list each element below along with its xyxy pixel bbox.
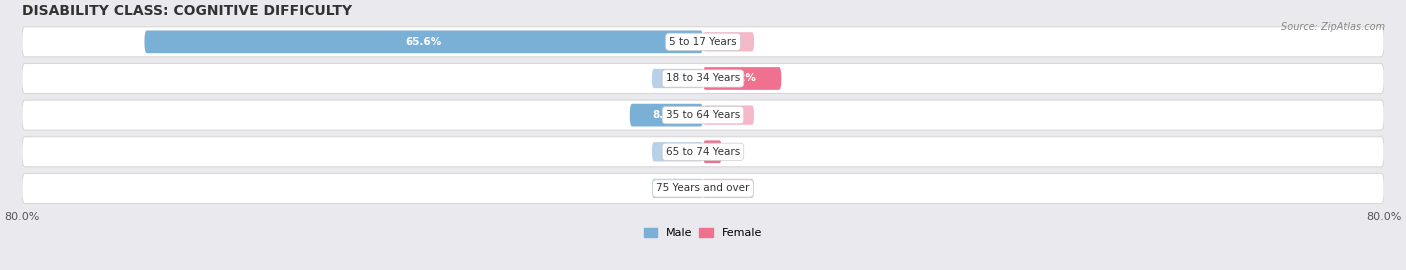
- Text: 65.6%: 65.6%: [405, 37, 441, 47]
- Text: 0.0%: 0.0%: [672, 73, 699, 83]
- FancyBboxPatch shape: [652, 142, 703, 161]
- Text: 35 to 64 Years: 35 to 64 Years: [666, 110, 740, 120]
- Text: 0.0%: 0.0%: [707, 183, 734, 193]
- Text: 18 to 34 Years: 18 to 34 Years: [666, 73, 740, 83]
- Text: 8.6%: 8.6%: [652, 110, 681, 120]
- Text: DISABILITY CLASS: COGNITIVE DIFFICULTY: DISABILITY CLASS: COGNITIVE DIFFICULTY: [22, 4, 351, 18]
- FancyBboxPatch shape: [630, 104, 703, 126]
- FancyBboxPatch shape: [703, 140, 721, 163]
- Text: 0.0%: 0.0%: [672, 183, 699, 193]
- Text: 0.0%: 0.0%: [707, 110, 734, 120]
- FancyBboxPatch shape: [703, 67, 782, 90]
- Text: 75 Years and over: 75 Years and over: [657, 183, 749, 193]
- FancyBboxPatch shape: [22, 173, 1384, 204]
- FancyBboxPatch shape: [652, 179, 703, 198]
- FancyBboxPatch shape: [703, 32, 754, 52]
- FancyBboxPatch shape: [703, 106, 754, 125]
- Legend: Male, Female: Male, Female: [641, 224, 765, 241]
- FancyBboxPatch shape: [22, 100, 1384, 130]
- FancyBboxPatch shape: [652, 69, 703, 88]
- Text: 0.0%: 0.0%: [707, 37, 734, 47]
- Text: 2.2%: 2.2%: [697, 147, 727, 157]
- Text: 5 to 17 Years: 5 to 17 Years: [669, 37, 737, 47]
- FancyBboxPatch shape: [22, 27, 1384, 57]
- Text: 0.0%: 0.0%: [672, 147, 699, 157]
- FancyBboxPatch shape: [22, 63, 1384, 93]
- Text: Source: ZipAtlas.com: Source: ZipAtlas.com: [1281, 22, 1385, 32]
- Text: 9.2%: 9.2%: [728, 73, 756, 83]
- FancyBboxPatch shape: [22, 137, 1384, 167]
- FancyBboxPatch shape: [703, 179, 754, 198]
- FancyBboxPatch shape: [145, 31, 703, 53]
- Text: 65 to 74 Years: 65 to 74 Years: [666, 147, 740, 157]
